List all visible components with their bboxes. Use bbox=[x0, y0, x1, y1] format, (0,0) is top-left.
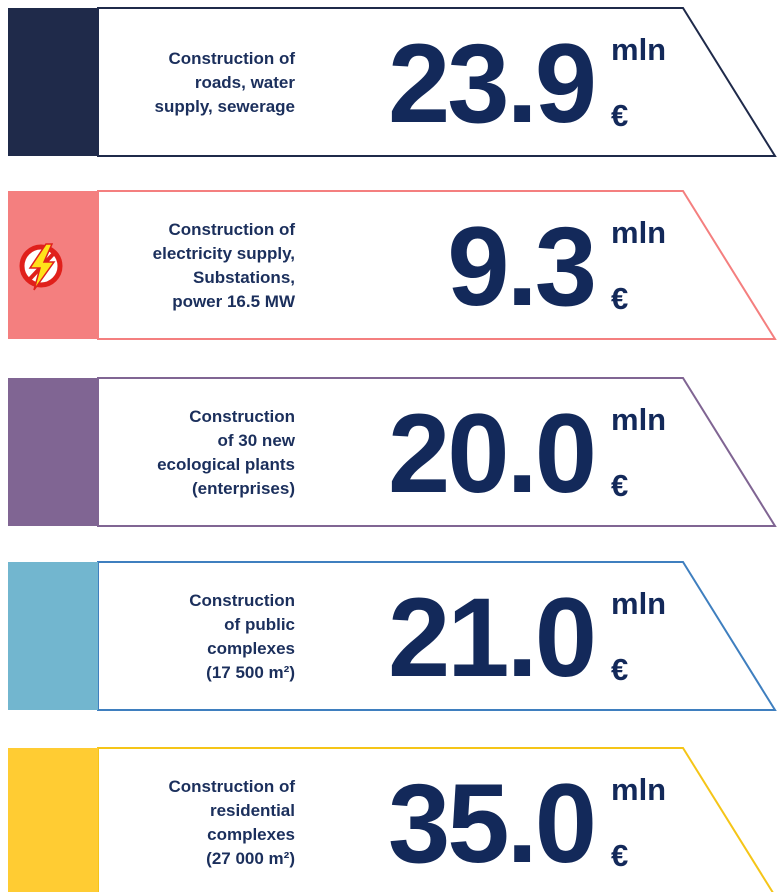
amount: 21.0 bbox=[388, 575, 594, 700]
description-line: Construction of bbox=[168, 49, 295, 68]
description-line: residential bbox=[210, 801, 295, 820]
investment-card: Construction of public complexes (17 500 m²… bbox=[8, 562, 775, 710]
amount: 20.0 bbox=[388, 391, 594, 516]
description-line: Substations, bbox=[193, 268, 295, 287]
color-block bbox=[8, 8, 98, 156]
investment-card: Construction of roads, water supply, sewer… bbox=[8, 8, 775, 156]
description-line: roads, water bbox=[195, 73, 296, 92]
description-line: Construction of bbox=[168, 220, 295, 239]
description-line: of public bbox=[224, 615, 295, 634]
currency: € bbox=[611, 838, 628, 873]
unit: mln bbox=[611, 32, 666, 67]
currency: € bbox=[611, 468, 628, 503]
description-line: Construction bbox=[189, 591, 295, 610]
description-line: ecological plants bbox=[157, 455, 295, 474]
description-line: supply, sewerage bbox=[155, 97, 295, 116]
infographic: Construction of roads, water supply, sewer… bbox=[0, 0, 778, 892]
unit: mln bbox=[611, 215, 666, 250]
amount: 35.0 bbox=[388, 761, 594, 886]
currency: € bbox=[611, 98, 628, 133]
description-line: electricity supply, bbox=[153, 244, 295, 263]
amount: 9.3 bbox=[447, 204, 594, 329]
description-line: Construction bbox=[189, 407, 295, 426]
description-line: (17 500 m²) bbox=[206, 663, 295, 682]
investment-card: Construction of residential complexes (27 0… bbox=[8, 748, 775, 892]
color-block bbox=[8, 562, 98, 710]
description-line: Construction of bbox=[168, 777, 295, 796]
description-line: of 30 new bbox=[218, 431, 296, 450]
unit: mln bbox=[611, 586, 666, 621]
page: {"items": [ {"description": ["Constructi… bbox=[0, 0, 778, 892]
unit: mln bbox=[611, 402, 666, 437]
color-block bbox=[8, 748, 98, 892]
card-shape bbox=[98, 191, 775, 339]
amount: 23.9 bbox=[388, 21, 594, 146]
investment-card: Construction of electricity supply, Substa… bbox=[8, 191, 775, 339]
description-line: power 16.5 MW bbox=[172, 292, 296, 311]
description-line: (27 000 m²) bbox=[206, 849, 295, 868]
unit: mln bbox=[611, 772, 666, 807]
investment-card: Construction of 30 new ecological plants (e… bbox=[8, 378, 775, 526]
description-line: complexes bbox=[207, 825, 295, 844]
color-block bbox=[8, 378, 98, 526]
description-line: complexes bbox=[207, 639, 295, 658]
currency: € bbox=[611, 281, 628, 316]
description-line: (enterprises) bbox=[192, 479, 295, 498]
currency: € bbox=[611, 652, 628, 687]
